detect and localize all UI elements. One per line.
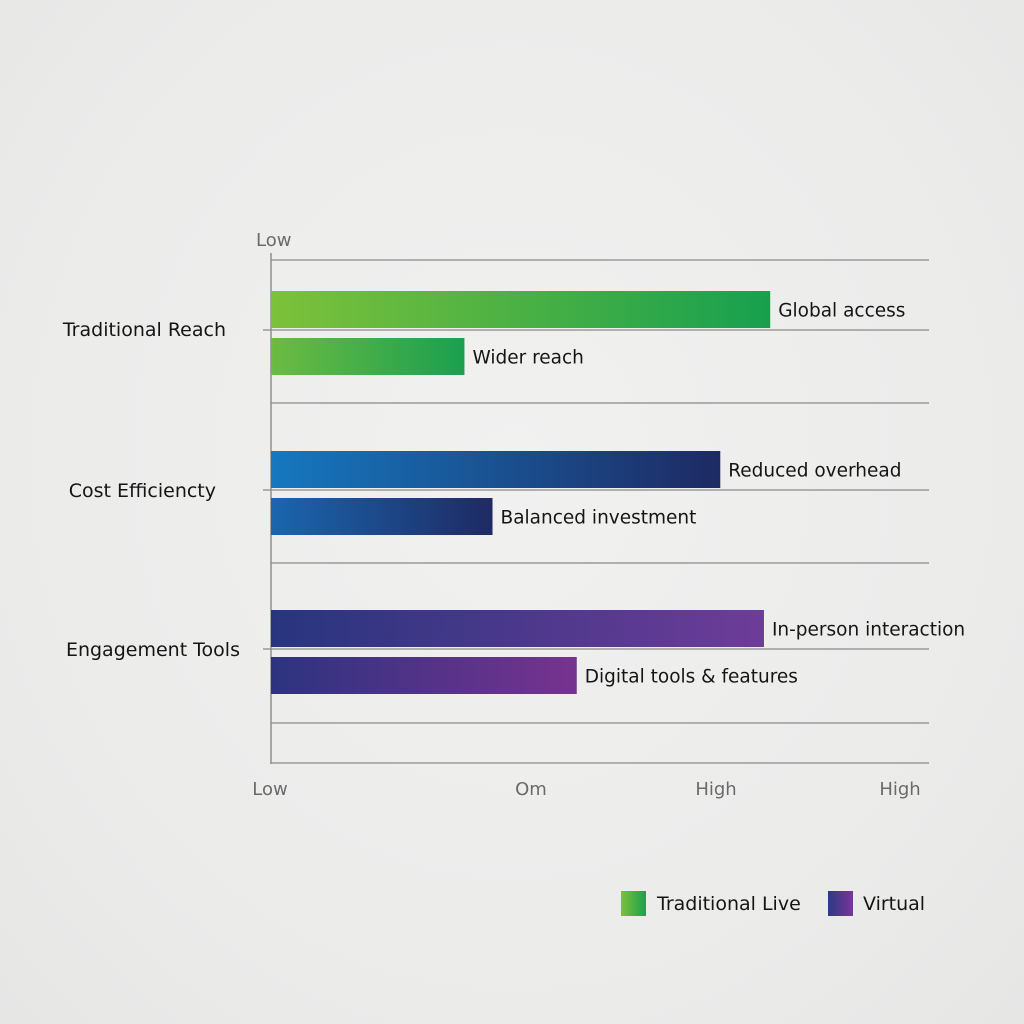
bar: [271, 451, 721, 488]
bar: [271, 338, 465, 375]
legend-label: Virtual: [863, 893, 925, 915]
bar-label: Reduced overhead: [728, 461, 901, 482]
x-tick-label: High: [879, 779, 920, 800]
legend: Traditional Live Virtual: [621, 891, 925, 916]
gridlines: [263, 259, 929, 764]
x-tick-label: Om: [515, 779, 547, 800]
top-axis-label: Low: [256, 230, 291, 251]
category-label: Engagement Tools: [66, 639, 240, 661]
bar-label: Wider reach: [472, 348, 583, 369]
bar-label: In-person interaction: [772, 620, 965, 641]
bar: [271, 657, 577, 694]
bar-label: Balanced investment: [501, 508, 697, 529]
bar-labels: Global access Wider reach Reduced overhead…: [472, 301, 965, 688]
x-tick-label: High: [695, 779, 736, 800]
x-tick-label: Low: [252, 779, 287, 800]
legend-swatch: [621, 891, 646, 916]
bar: [271, 291, 771, 328]
bars: [271, 291, 771, 694]
bar: [271, 498, 493, 535]
bar: [271, 610, 764, 647]
bar-label: Digital tools & features: [585, 667, 798, 688]
category-labels: Traditional Reach Cost Efficiencty Engagem…: [62, 319, 240, 661]
legend-swatch: [828, 891, 853, 916]
category-label: Traditional Reach: [62, 319, 226, 341]
category-label: Cost Efficiencty: [69, 480, 216, 502]
bar-label: Global access: [778, 301, 905, 322]
legend-label: Traditional Live: [656, 893, 801, 915]
x-tick-labels: Low Om High High: [252, 779, 920, 800]
